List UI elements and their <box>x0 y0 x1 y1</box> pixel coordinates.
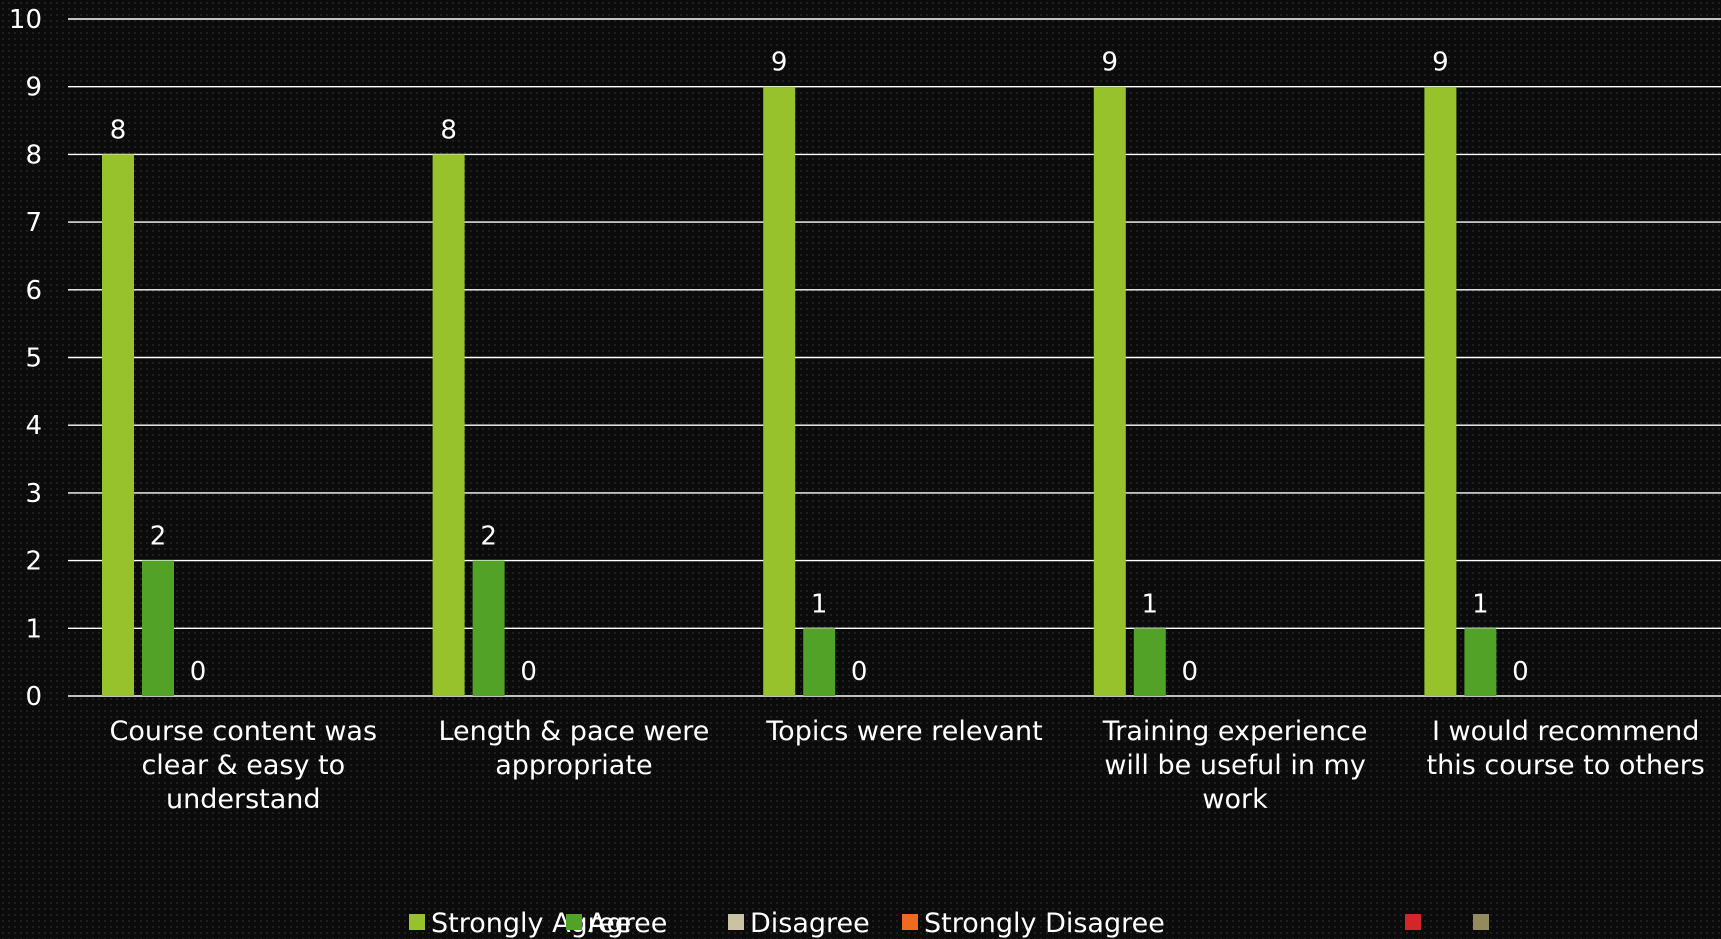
legend-label: Strongly Agree <box>431 908 631 939</box>
data-label: 0 <box>520 657 537 687</box>
y-tick-label: 4 <box>25 411 42 441</box>
bar-agree <box>1464 628 1497 696</box>
category-label: work <box>1202 784 1268 815</box>
data-label: 0 <box>1512 657 1529 687</box>
y-tick-label: 3 <box>25 479 42 509</box>
bar-agree <box>803 628 836 696</box>
legend-label: Disagree <box>750 908 870 939</box>
data-label: 9 <box>771 48 788 78</box>
legend-swatch <box>728 914 744 930</box>
data-label: 1 <box>1472 589 1489 619</box>
data-label: 2 <box>150 522 167 552</box>
bar-agree <box>472 560 505 696</box>
y-tick-label: 0 <box>25 682 42 712</box>
y-tick-label: 6 <box>25 276 42 306</box>
bar-agree <box>142 560 174 696</box>
data-label: 0 <box>1182 657 1199 687</box>
category-label: Length & pace were <box>438 716 709 747</box>
bar-strongly-agree <box>102 154 134 696</box>
y-tick-label: 9 <box>25 73 42 103</box>
category-label: appropriate <box>495 750 652 781</box>
data-label: 0 <box>190 657 207 687</box>
legend-swatch <box>902 914 918 930</box>
y-tick-label: 8 <box>25 140 42 170</box>
bar-strongly-agree <box>763 86 796 696</box>
bar-strongly-agree <box>432 154 465 696</box>
y-axis-ticks: 0 1 2 3 4 5 6 7 8 9 10 <box>9 5 42 712</box>
category-label: understand <box>166 784 321 815</box>
category-label: clear & easy to <box>141 750 345 781</box>
legend-swatch <box>1473 914 1489 930</box>
y-tick-label: 5 <box>25 344 42 374</box>
legend-swatch <box>566 914 582 930</box>
legend-swatch <box>1405 914 1421 930</box>
bar-agree <box>1133 628 1166 696</box>
data-label: 8 <box>440 115 457 145</box>
category-label: Course content was <box>110 716 378 747</box>
bar-strongly-agree <box>1093 86 1126 696</box>
legend-swatch <box>409 914 425 930</box>
data-label: 1 <box>811 589 828 619</box>
legend-label: Agree <box>588 908 667 939</box>
y-tick-label: 2 <box>25 547 42 577</box>
bars <box>102 86 1497 696</box>
y-tick-label: 10 <box>9 5 42 35</box>
y-tick-label: 1 <box>25 614 42 644</box>
category-label: will be useful in my <box>1104 750 1365 781</box>
bar-strongly-agree <box>1424 86 1457 696</box>
data-label: 9 <box>1432 48 1449 78</box>
data-label: 8 <box>110 115 127 145</box>
y-tick-label: 7 <box>25 208 42 238</box>
data-label: 1 <box>1142 589 1159 619</box>
category-label: Topics were relevant <box>765 716 1042 747</box>
data-labels: 8 2 0 8 2 0 9 1 0 9 1 0 9 1 0 <box>110 48 1529 687</box>
data-label: 2 <box>480 522 497 552</box>
category-label: Training experience <box>1102 716 1368 747</box>
data-label: 0 <box>851 657 868 687</box>
legend-label: Strongly Disagree <box>924 908 1165 939</box>
category-label: this course to others <box>1427 750 1705 781</box>
data-label: 9 <box>1102 48 1119 78</box>
category-label: I would recommend <box>1432 716 1699 747</box>
